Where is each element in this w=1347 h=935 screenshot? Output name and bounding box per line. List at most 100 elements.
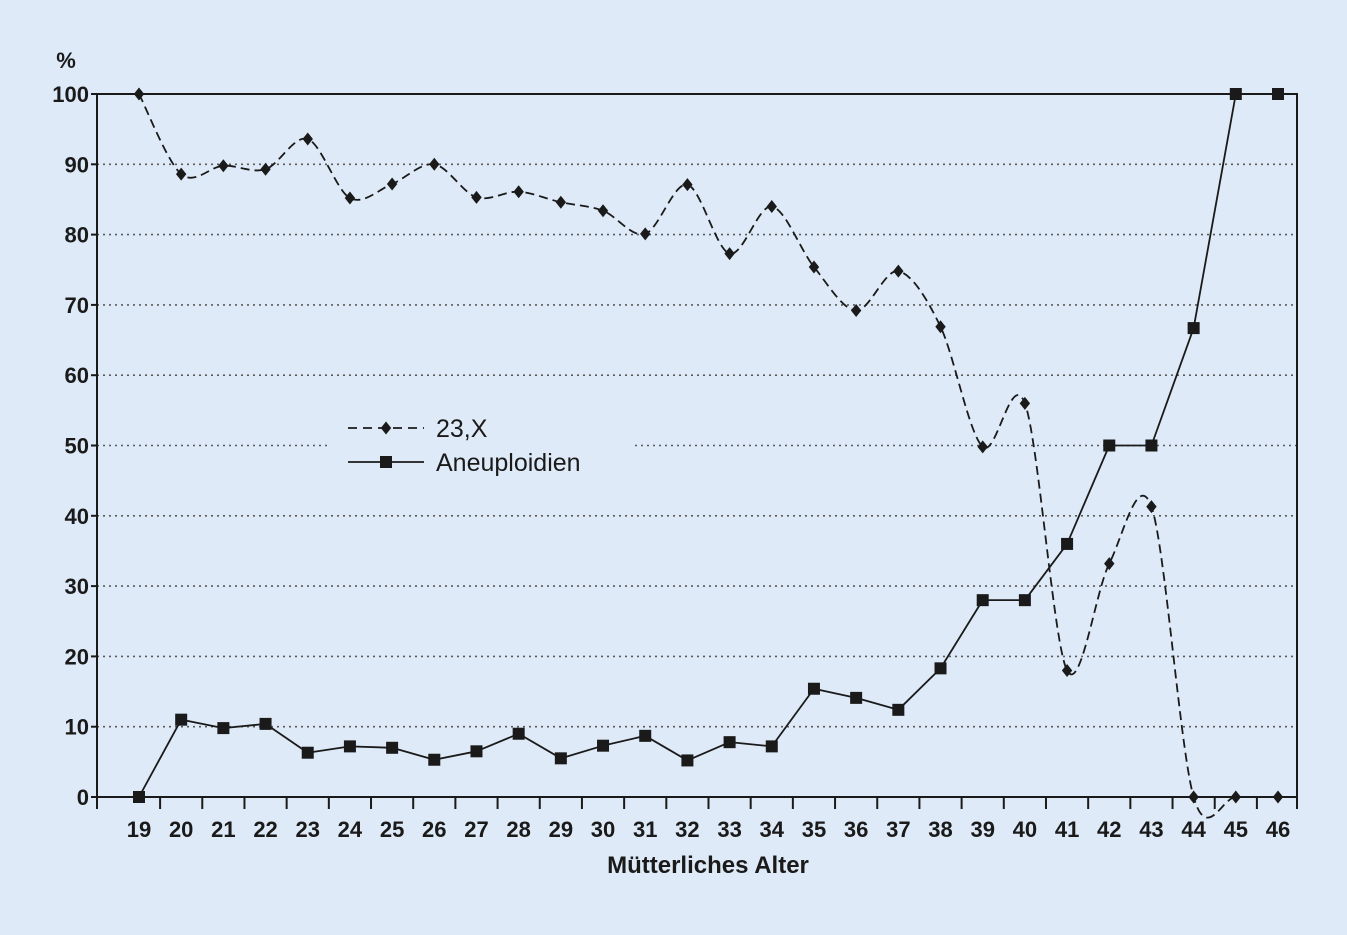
y-tick-label: 60: [65, 363, 89, 388]
x-tick-label: 19: [127, 817, 151, 842]
series-23x-line: [138, 93, 1278, 819]
series-aneuploidien-point: [1061, 537, 1074, 550]
series-23x-point: [1061, 663, 1073, 677]
series-23x-point: [682, 178, 693, 192]
x-tick-label: 40: [1013, 817, 1037, 842]
series-23x-point: [429, 157, 440, 171]
x-tick-label: 33: [717, 817, 741, 842]
series-23x-point: [1230, 790, 1242, 804]
series-23x-point: [893, 264, 904, 278]
series-aneuploidien-point: [217, 722, 230, 735]
series-aneuploidien-point: [175, 713, 188, 726]
y-tick-label: 10: [65, 715, 89, 740]
x-tick-label: 22: [253, 817, 277, 842]
series-23x-point: [513, 185, 524, 199]
x-tick-label: 25: [380, 817, 404, 842]
series-aneuploidien-point: [1145, 439, 1158, 452]
y-tick-label: 90: [65, 152, 89, 177]
axes-layer: 0 10 20 30 40 50 60 70 80 90 100 19 20 21 22 23 24 25 26 27…: [52, 82, 1298, 842]
y-tick-label: 70: [65, 293, 89, 318]
series-aneuploidien-point: [723, 736, 736, 749]
series-23x-point: [1146, 500, 1157, 514]
series-23x-point: [260, 162, 271, 176]
y-tick-label: 40: [65, 504, 89, 529]
series-aneuploidien-point: [976, 594, 989, 607]
series-aneuploidien-point: [1229, 88, 1242, 100]
series-aneuploidien-point: [386, 741, 399, 754]
series-23x-point: [471, 190, 482, 204]
series-aneuploidien-point: [259, 717, 272, 730]
series-23x-point: [1019, 396, 1031, 410]
series-aneuploidien-point: [554, 752, 567, 765]
series-23x-point: [808, 260, 820, 274]
series-23x-point: [175, 167, 187, 181]
legend-23x-label: 23,X: [436, 415, 488, 443]
series-aneuploidien-point: [1187, 322, 1200, 335]
series-aneuploidien-point: [807, 682, 820, 695]
series-aneuploidien-point: [1018, 594, 1031, 607]
x-tick-label: 44: [1181, 817, 1206, 842]
series-23x-point: [850, 304, 862, 318]
series-23x-point: [1272, 790, 1284, 804]
legend: 23,X Aneuploidien: [348, 415, 581, 477]
series-23x-point: [640, 227, 651, 241]
series-23x-point: [597, 204, 609, 218]
x-tick-label: 29: [549, 817, 573, 842]
series-23x-point: [302, 132, 313, 146]
y-tick-label: 80: [65, 223, 89, 248]
x-tick-label: 24: [338, 817, 363, 842]
legend-23x-marker: [380, 421, 392, 435]
plot-frame: [96, 93, 1298, 798]
series-23x-point: [555, 195, 567, 209]
series-aneuploidien-point: [681, 754, 694, 767]
series-aneuploidien-point: [133, 791, 145, 803]
series-layer: [133, 87, 1284, 819]
series-aneuploidien-point: [343, 740, 356, 753]
series-aneuploidien-point: [765, 740, 778, 753]
series-aneuploidien-point: [892, 703, 905, 716]
x-tick-label: 21: [211, 817, 235, 842]
y-tick-label: 20: [65, 644, 89, 669]
series-23x-point: [1104, 557, 1115, 571]
y-tick-label: 50: [65, 434, 89, 459]
series-23x-point: [935, 320, 946, 334]
x-tick-label: 28: [506, 817, 530, 842]
series-23x-point: [724, 247, 735, 261]
series-aneuploidien-point: [428, 753, 441, 766]
series-aneuploidien-point: [1103, 439, 1116, 452]
legend-aneuploidien-label: Aneuploidien: [436, 449, 581, 477]
series-23x-point: [218, 159, 229, 173]
x-tick-label: 41: [1055, 817, 1079, 842]
series-aneuploidien-point: [512, 727, 525, 740]
series-23x-point: [766, 199, 777, 213]
x-tick-label: 42: [1097, 817, 1121, 842]
series-aneuploidien-point: [1272, 88, 1284, 100]
x-tick-label: 23: [295, 817, 319, 842]
x-tick-label: 34: [760, 817, 785, 842]
series-23x-point: [977, 440, 988, 454]
x-tick-label: 39: [970, 817, 994, 842]
x-tick-label: 37: [886, 817, 910, 842]
series-aneuploidien-line: [138, 93, 1278, 798]
x-tick-label: 36: [844, 817, 868, 842]
legend-aneuploidien-marker: [380, 456, 392, 468]
x-tick-label: 31: [633, 817, 657, 842]
x-tick-label: 30: [591, 817, 615, 842]
y-tick-label: 100: [52, 82, 89, 107]
y-axis-unit-label: %: [56, 48, 76, 73]
series-aneuploidien-point: [301, 746, 314, 759]
x-axis-title: Mütterliches Alter: [607, 852, 809, 879]
series-23x-point: [344, 191, 356, 205]
series-aneuploidien-point: [470, 745, 483, 758]
series-23x-point: [133, 87, 145, 101]
x-tick-label: 43: [1139, 817, 1163, 842]
x-tick-label: 32: [675, 817, 699, 842]
x-tick-label: 35: [802, 817, 826, 842]
y-tick-label: 0: [77, 785, 89, 810]
x-tick-label: 26: [422, 817, 446, 842]
x-tick-label: 46: [1266, 817, 1290, 842]
series-aneuploidien-point: [639, 729, 652, 742]
x-tick-label: 38: [928, 817, 952, 842]
